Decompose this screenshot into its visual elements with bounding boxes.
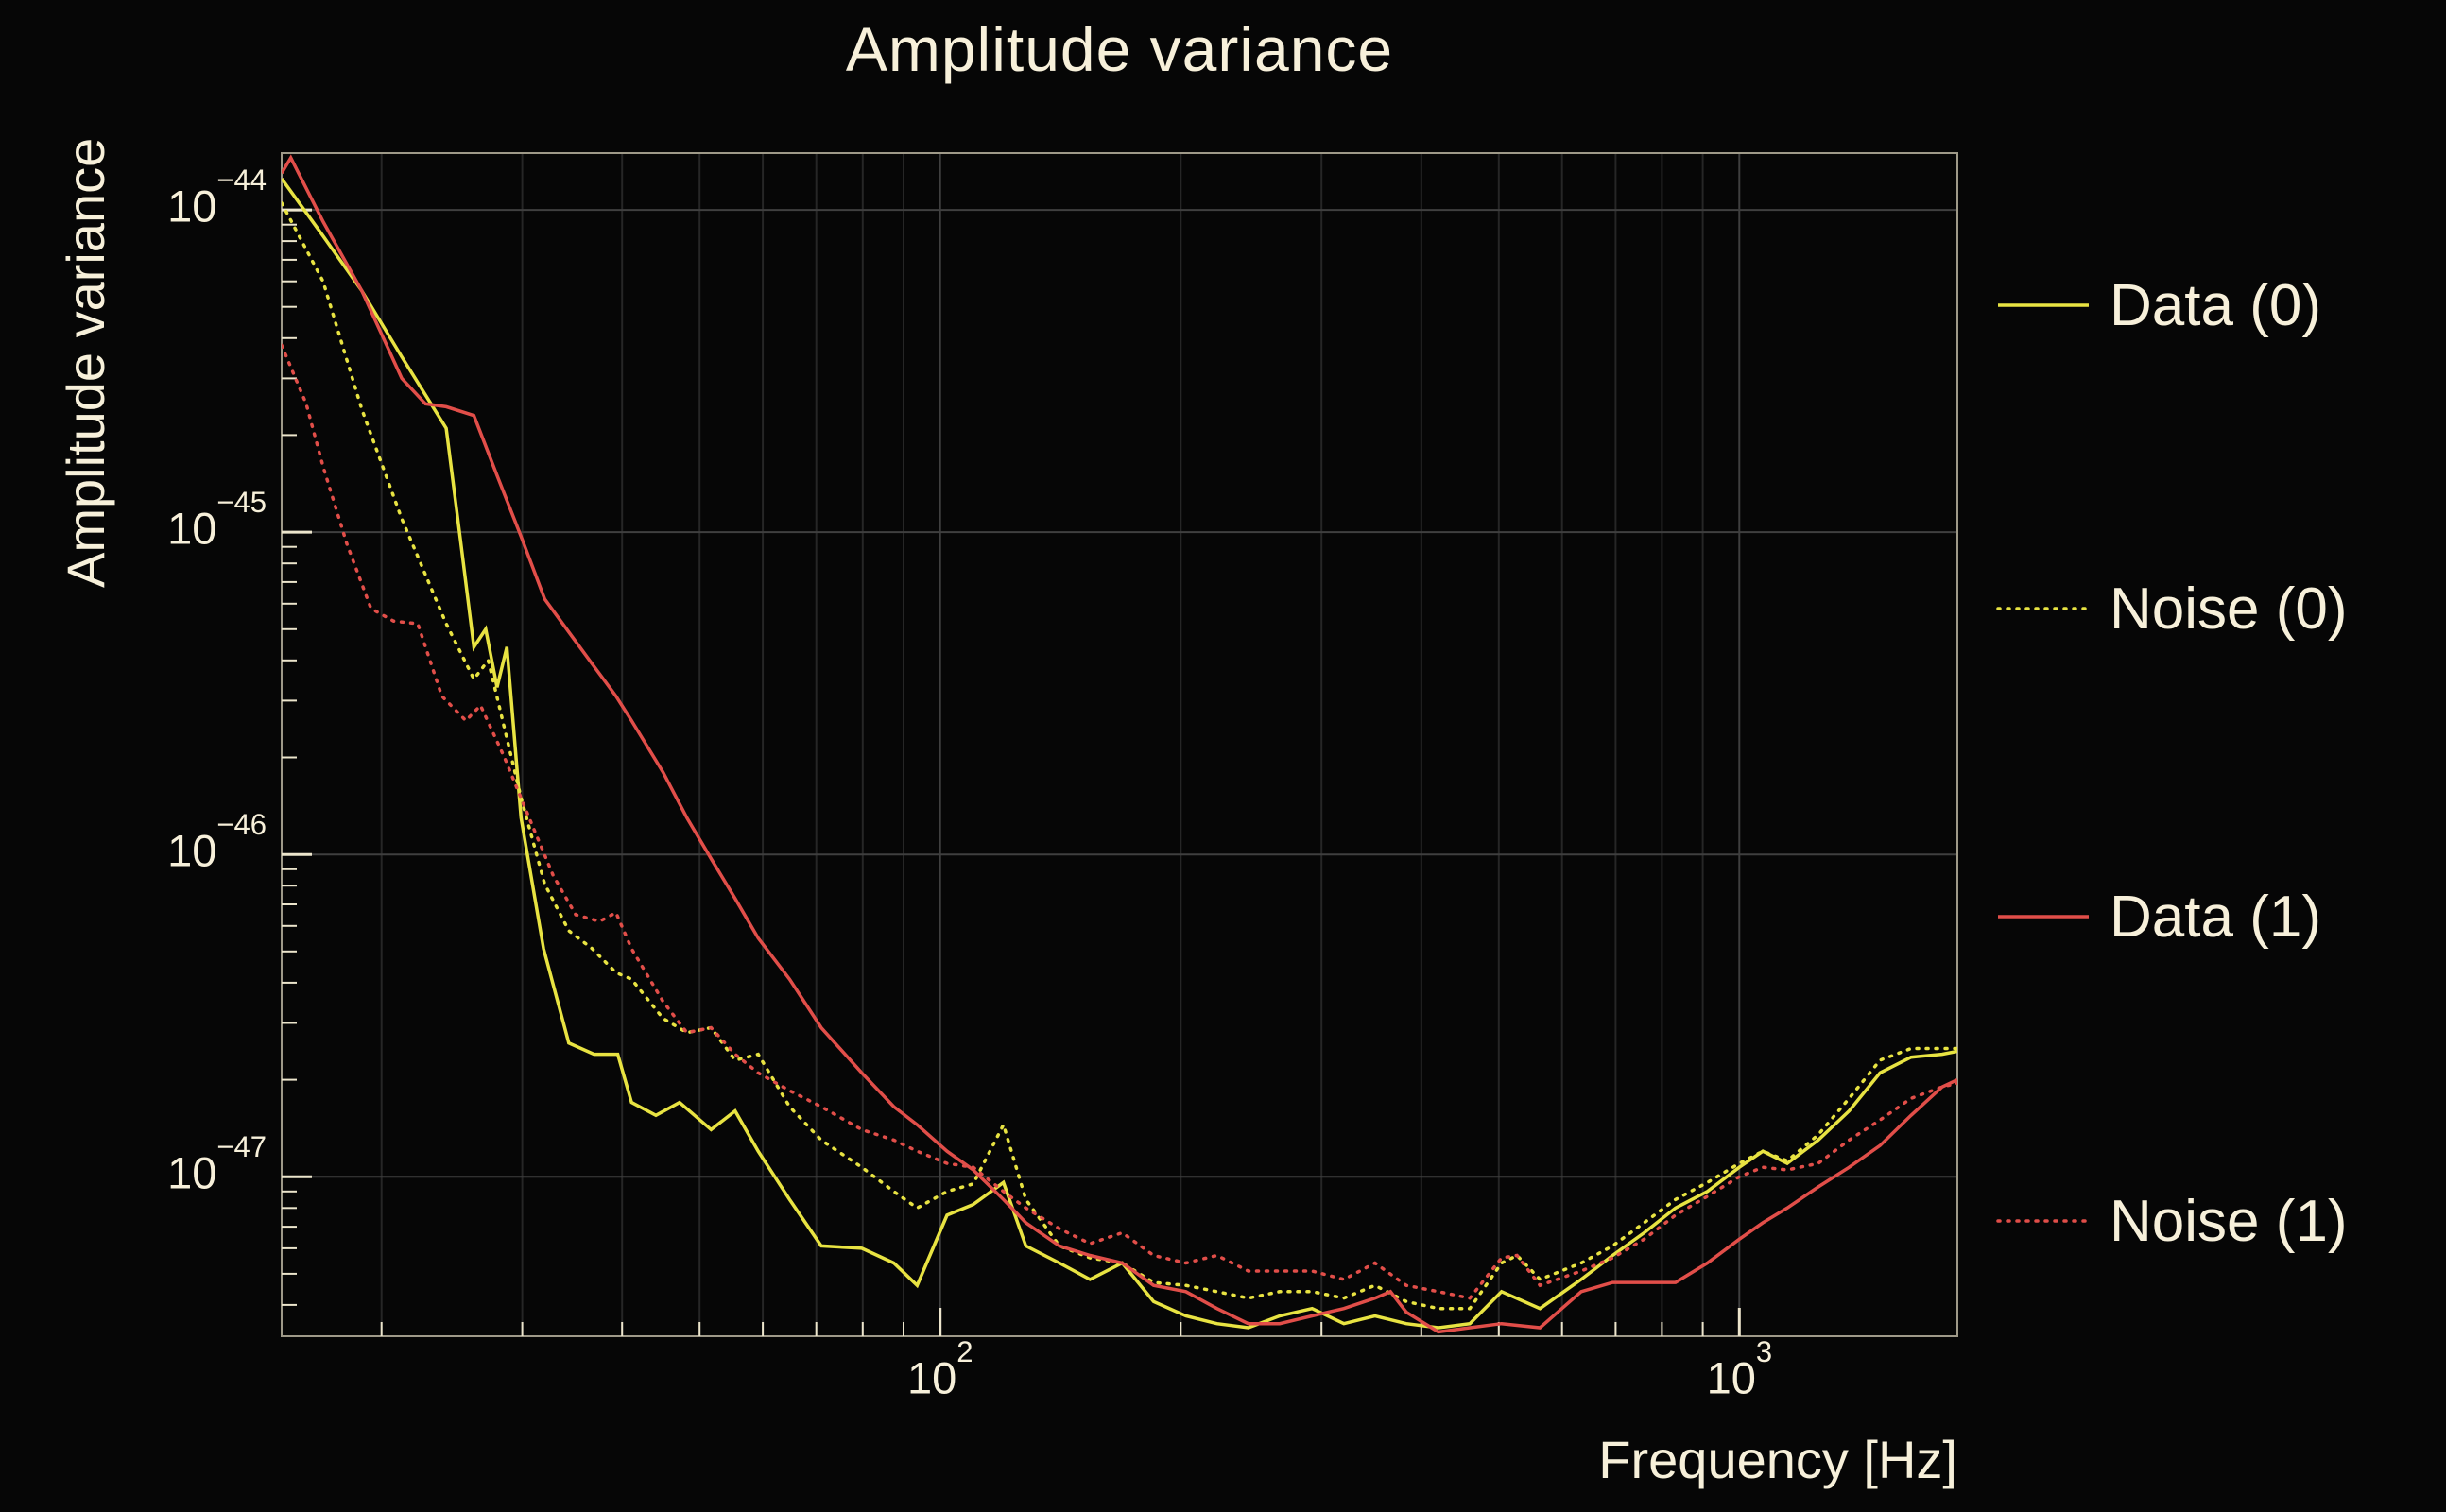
series-line-data-0 <box>282 177 1957 1330</box>
series-line-data-1 <box>282 154 1957 1334</box>
y-tick-label: 10−44 <box>167 163 267 232</box>
y-tick-label: 10−46 <box>167 808 267 876</box>
y-tick-label: 10−47 <box>167 1130 267 1198</box>
series-line-noise-1 <box>282 343 1957 1300</box>
x-tick-label: 102 <box>906 1334 973 1403</box>
axis-ticks <box>282 208 1741 1336</box>
grid-lines <box>282 153 1957 1336</box>
page-title: Amplitude variance <box>845 14 1394 84</box>
plot-frame <box>281 152 1958 1337</box>
x-tick-label: 103 <box>1706 1334 1773 1403</box>
x-axis-title: Frequency [Hz] <box>1598 1430 1957 1489</box>
series-line-noise-0 <box>282 201 1957 1311</box>
y-tick-label: 10−45 <box>167 486 267 554</box>
